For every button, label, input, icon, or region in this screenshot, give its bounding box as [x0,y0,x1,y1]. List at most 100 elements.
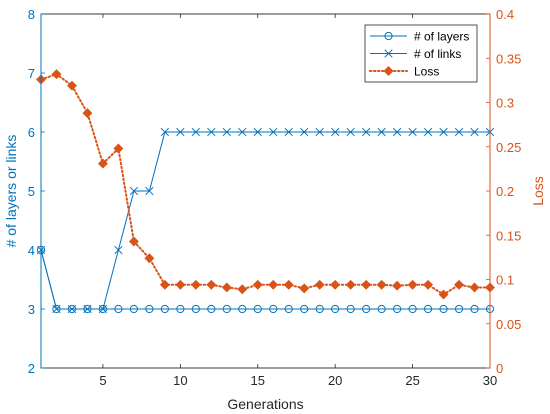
legend-marker [384,31,393,41]
data-point [190,279,201,290]
data-point [113,143,124,154]
data-point [423,304,433,314]
data-point [330,279,341,290]
y-tick-label-right: 0.35 [496,51,521,66]
x-tick-label: 5 [99,373,106,388]
data-point [221,282,232,293]
data-point [315,304,324,314]
y-tick-label-left: 3 [28,302,35,317]
series-line [40,131,490,310]
data-point [454,127,464,137]
legend-item: # of links [370,47,461,61]
data-point [346,304,355,314]
series-2 [36,127,495,314]
data-point [145,186,154,196]
data-point [284,304,293,314]
data-point [222,304,231,314]
data-point [145,304,154,314]
data-point [83,304,92,314]
data-point [253,304,262,314]
data-point [362,304,371,314]
data-point [268,279,279,290]
data-point [300,127,309,137]
y-tick-label-right: 0.15 [496,228,521,243]
data-point [237,284,248,295]
data-point [51,69,62,80]
data-point [114,304,123,314]
legend-label: # of links [414,47,461,61]
data-point [207,127,216,137]
data-point [315,127,324,137]
data-point [269,127,278,137]
data-point [345,279,356,290]
data-point [300,304,309,314]
legend-item: Loss [369,65,439,79]
data-point [129,304,138,314]
legend-label: # of layers [414,30,469,44]
x-tick-label: 15 [251,373,265,388]
series-3 [36,69,495,300]
y-tick-label-right: 0.25 [496,140,521,155]
series-layer [36,69,495,314]
y-tick-label-right: 0 [496,361,503,376]
data-point [284,127,293,137]
data-point [423,279,434,290]
data-point [423,127,433,137]
data-point [393,304,402,314]
data-point [238,304,247,314]
data-point [207,304,216,314]
y-tick-label-left: 4 [28,243,35,258]
legend-marker [383,66,394,76]
data-point [66,80,77,91]
data-point [97,158,108,169]
data-point [469,282,480,293]
data-point [361,127,371,137]
data-point [67,304,77,314]
data-point [206,279,217,290]
legend-label: Loss [414,65,439,79]
data-point [82,108,93,119]
data-point [439,127,448,137]
data-point [160,304,169,314]
data-point [408,304,417,314]
x-tick-label: 25 [405,373,419,388]
data-point [238,127,247,137]
y-axis-label-right: Loss [530,176,546,206]
data-point [346,127,355,137]
data-point [176,304,185,314]
data-point [439,304,448,314]
data-point [160,127,170,137]
series-line [40,249,490,310]
data-point [283,279,294,290]
y-tick-label-right: 0.1 [496,273,514,288]
y-tick-label-left: 6 [28,125,35,140]
y-tick-label-left: 5 [28,184,35,199]
y-tick-label-right: 0.2 [496,184,514,199]
data-point [407,279,418,290]
data-point [252,279,263,290]
x-axis-label: Generations [227,396,303,412]
legend-marker [384,49,393,58]
data-point [129,186,139,196]
data-point [253,127,262,137]
data-point [128,236,139,247]
data-point [376,279,387,290]
y-tick-label-right: 0.4 [496,7,514,22]
data-point [159,279,170,290]
y-tick-label-left: 2 [28,361,35,376]
data-point [377,304,386,314]
data-point [438,289,449,300]
data-point [377,127,386,137]
data-point [191,127,200,137]
legend: # of layers # of links Loss [364,24,478,83]
data-point [392,280,403,291]
data-point [176,127,185,137]
data-point [98,304,108,314]
data-point [470,127,479,137]
data-point [331,304,340,314]
axes-layer: 5 10 15 20 25 30 2 3 4 5 6 7 8 0 0.05 0.1 0.15 0.2 0.25 0.3… [28,7,522,388]
data-point [175,279,186,290]
data-point [361,279,372,290]
data-point [144,253,155,264]
